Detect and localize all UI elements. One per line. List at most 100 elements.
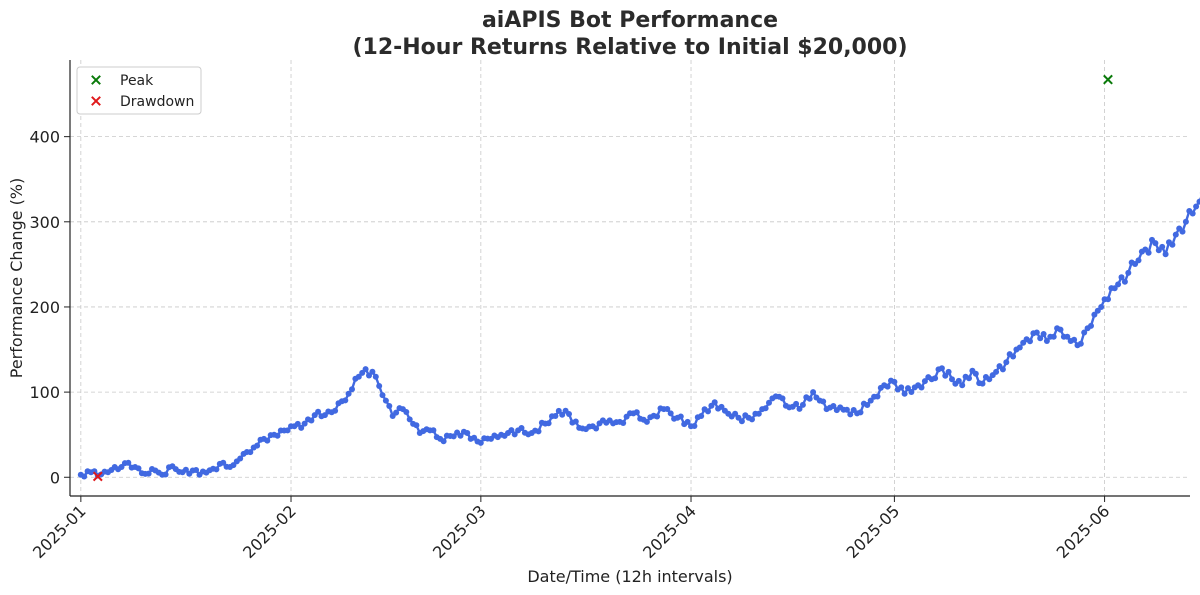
- data-point: [349, 386, 355, 393]
- data-point: [379, 392, 386, 399]
- data-point: [430, 427, 437, 434]
- data-point: [918, 384, 925, 391]
- data-point: [1182, 218, 1189, 225]
- data-point: [1050, 333, 1057, 340]
- data-point: [382, 397, 389, 404]
- data-point: [1159, 243, 1166, 250]
- data-point: [857, 409, 864, 416]
- data-point: [959, 382, 966, 389]
- data-point: [1121, 278, 1128, 285]
- data-point: [1162, 251, 1169, 258]
- data-point: [145, 470, 152, 477]
- data-point: [535, 428, 542, 435]
- data-point: [1172, 231, 1179, 238]
- data-point: [1077, 340, 1084, 347]
- data-point: [949, 376, 955, 383]
- data-point: [566, 411, 572, 417]
- data-point: [508, 427, 515, 434]
- y-tick-label: 100: [29, 383, 60, 402]
- data-point: [799, 401, 806, 408]
- x-tick-label: 2025-02: [239, 501, 300, 562]
- data-point: [135, 465, 142, 472]
- data-point: [1152, 240, 1159, 247]
- data-point: [945, 368, 952, 375]
- data-point: [386, 403, 393, 409]
- data-point: [572, 418, 579, 425]
- data-point: [247, 449, 254, 456]
- data-point: [830, 403, 837, 409]
- data-point: [220, 459, 227, 466]
- data-point: [732, 410, 739, 417]
- data-point: [1135, 257, 1142, 264]
- data-point: [464, 430, 471, 436]
- data-point: [1033, 329, 1040, 336]
- data-point: [749, 416, 755, 423]
- data-point: [620, 420, 627, 426]
- legend: Peak Drawdown: [76, 66, 202, 115]
- data-point: [779, 395, 786, 402]
- data-point: [376, 383, 383, 389]
- data-point: [237, 455, 244, 462]
- data-point: [796, 405, 803, 412]
- data-point: [884, 383, 891, 390]
- data-point: [718, 403, 725, 410]
- data-point: [847, 411, 854, 418]
- data-point: [1040, 331, 1047, 337]
- data-point: [193, 467, 200, 473]
- x-tick-label: 2025-03: [429, 501, 490, 562]
- data-point: [654, 413, 661, 420]
- data-point: [691, 423, 698, 429]
- data-point: [1027, 338, 1033, 345]
- data-point: [118, 464, 125, 470]
- data-point: [843, 406, 850, 413]
- data-point: [705, 408, 711, 415]
- y-tick-label: 200: [29, 298, 60, 317]
- data-point: [1118, 274, 1125, 281]
- data-point: [81, 473, 88, 480]
- data-point: [345, 390, 352, 397]
- data-point: [755, 410, 762, 417]
- data-point: [301, 420, 308, 427]
- legend-drawdown-icon: [91, 96, 101, 106]
- data-point: [762, 405, 769, 412]
- y-tick-label: 400: [29, 128, 60, 147]
- x-tick-label: 2025-06: [1053, 501, 1114, 562]
- x-axis-label: Date/Time (12h intervals): [527, 567, 732, 586]
- data-point: [643, 418, 650, 425]
- data-point: [332, 407, 339, 414]
- data-point: [1010, 353, 1017, 360]
- data-point: [440, 438, 447, 445]
- data-point: [315, 408, 322, 415]
- data-point: [891, 378, 898, 385]
- data-point: [1145, 249, 1152, 256]
- data-point: [677, 413, 684, 420]
- data-point: [1196, 198, 1200, 205]
- chart-subtitle: (12-Hour Returns Relative to Initial $20…: [352, 35, 907, 60]
- data-point: [793, 400, 800, 407]
- data-point: [91, 468, 98, 475]
- data-point: [545, 420, 552, 427]
- data-point: [1037, 335, 1044, 342]
- data-point: [979, 380, 986, 387]
- x-tick-label: 2025-01: [29, 501, 90, 562]
- data-point: [905, 385, 911, 392]
- data-point: [999, 366, 1006, 373]
- drawdown-marker: [92, 471, 103, 482]
- data-point: [511, 431, 518, 438]
- data-point: [413, 422, 420, 429]
- data-point: [518, 425, 525, 431]
- data-point: [552, 413, 559, 419]
- data-point: [664, 406, 671, 412]
- data-point: [1016, 344, 1023, 351]
- axis-ticks: 2025-01 2025-02 2025-03 2025-04 2025-05 2025-…: [29, 128, 1113, 562]
- data-point: [921, 378, 928, 385]
- data-point: [593, 425, 600, 432]
- data-point: [559, 411, 566, 418]
- data-point: [986, 376, 993, 383]
- data-point: [1057, 326, 1064, 333]
- data-point: [477, 439, 484, 446]
- data-point: [667, 410, 674, 417]
- data-point: [254, 442, 261, 449]
- data-point: [955, 377, 962, 384]
